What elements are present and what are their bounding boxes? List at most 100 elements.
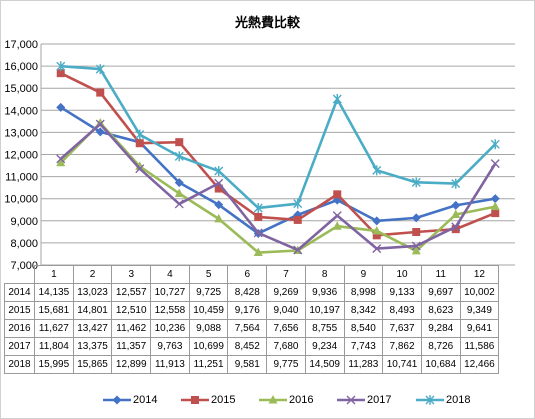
x-tick-label: 9 xyxy=(343,265,384,284)
data-point-2014 xyxy=(95,127,105,137)
data-label: 14,801 xyxy=(72,301,113,320)
x-tick-label: 3 xyxy=(111,265,152,284)
data-label: 10,197 xyxy=(304,301,345,320)
data-label: 8,755 xyxy=(304,319,345,338)
x-tick-label: 2 xyxy=(72,265,113,284)
data-point-2015 xyxy=(254,212,263,221)
y-tick-label: 12,000 xyxy=(4,150,38,162)
x-tick-label: 10 xyxy=(382,265,422,284)
data-point-2017 xyxy=(411,241,421,251)
data-label: 9,088 xyxy=(188,319,229,338)
data-label: 9,581 xyxy=(227,355,268,374)
data-point-2017 xyxy=(56,154,66,164)
y-tick-label: 16,000 xyxy=(4,61,38,73)
data-point-2017 xyxy=(253,228,263,238)
y-tick-label: 10,000 xyxy=(4,194,38,206)
data-point-2015 xyxy=(333,190,342,199)
data-point-2015 xyxy=(96,88,105,97)
data-point-2014 xyxy=(56,102,66,112)
data-label: 7,680 xyxy=(266,337,306,356)
series-line-2016 xyxy=(59,121,496,254)
data-label: 12,510 xyxy=(111,301,152,320)
data-label: 11,627 xyxy=(34,319,74,338)
legend-label: 2018 xyxy=(446,394,471,406)
data-label: 8,726 xyxy=(420,337,461,356)
y-tick-label: 7,000 xyxy=(10,260,38,272)
data-point-2016 xyxy=(174,188,184,197)
data-label: 8,452 xyxy=(227,337,268,356)
data-label: 10,741 xyxy=(382,355,422,374)
y-tick-label: 13,000 xyxy=(4,127,38,139)
data-point-2016 xyxy=(214,213,224,223)
legend-swatch xyxy=(337,395,365,405)
data-point-2015 xyxy=(135,139,144,148)
series-line-2015 xyxy=(60,71,496,237)
data-label: 9,176 xyxy=(227,301,268,320)
data-point-2014 xyxy=(214,200,224,210)
data-label: 9,641 xyxy=(459,319,500,338)
table-row-label: 2016 xyxy=(4,319,35,338)
data-point-2015 xyxy=(214,184,223,193)
data-label: 8,493 xyxy=(382,301,422,320)
data-label: 9,040 xyxy=(266,301,306,320)
y-tick-label: 14,000 xyxy=(4,105,38,117)
data-label: 7,656 xyxy=(266,319,306,338)
x-tick-label: 7 xyxy=(266,265,306,284)
series-line-2018 xyxy=(60,64,497,210)
chart-title: 光熱費比較 xyxy=(234,16,300,31)
data-point-2018 xyxy=(214,166,224,177)
data-label: 10,459 xyxy=(188,301,229,320)
x-tick-label: 6 xyxy=(227,265,268,284)
data-point-2017 xyxy=(174,199,184,209)
data-table: 1 2 3 4 5 6 7 8 9 10 11 12 2014 14,135 13,023 12,557 10,… xyxy=(4,265,500,374)
data-point-2017 xyxy=(214,178,224,188)
data-point-2018 xyxy=(293,198,303,209)
legend-swatch xyxy=(416,395,444,405)
data-point-2017 xyxy=(293,245,303,255)
data-label: 9,349 xyxy=(459,301,500,320)
data-label: 8,998 xyxy=(343,283,384,302)
legend-swatch xyxy=(259,395,287,404)
data-label: 11,283 xyxy=(343,355,384,374)
table-row: 2015 15,681 14,801 12,510 12,558 10,459 9,176 9… xyxy=(4,301,500,320)
data-label: 7,743 xyxy=(343,337,384,356)
data-point-2014 xyxy=(174,178,184,188)
data-label: 10,727 xyxy=(150,283,190,302)
data-point-2017 xyxy=(135,164,145,174)
y-tick-label: 11,000 xyxy=(5,172,38,184)
data-label: 8,342 xyxy=(343,301,384,320)
y-tick-label: 15,000 xyxy=(4,83,38,95)
data-point-2018 xyxy=(95,64,105,75)
data-point-2015 xyxy=(293,215,302,224)
data-point-2018 xyxy=(253,202,263,213)
data-point-2017 xyxy=(451,222,461,232)
data-point-2016 xyxy=(332,221,342,230)
table-header-row: 1 2 3 4 5 6 7 8 9 10 11 12 xyxy=(5,265,500,284)
data-label: 9,133 xyxy=(382,283,422,302)
data-point-2014 xyxy=(490,194,500,204)
x-tick-label: 4 xyxy=(150,265,190,284)
data-point-2018 xyxy=(332,94,342,105)
data-label: 10,236 xyxy=(150,319,190,338)
data-label: 10,684 xyxy=(420,355,461,374)
table-corner xyxy=(5,266,35,284)
data-point-2015 xyxy=(412,228,421,237)
data-label: 11,357 xyxy=(111,337,152,356)
table-row-label: 2018 xyxy=(4,355,35,374)
data-point-2017 xyxy=(372,244,382,254)
data-label: 10,002 xyxy=(459,283,500,302)
table-row-label: 2017 xyxy=(4,337,35,356)
data-label: 9,763 xyxy=(150,337,190,356)
data-point-2015 xyxy=(372,231,381,240)
data-label: 11,804 xyxy=(34,337,74,356)
legend-swatch xyxy=(181,396,209,404)
data-label: 11,462 xyxy=(111,319,152,338)
data-point-2017 xyxy=(95,119,105,129)
data-point-2017 xyxy=(490,159,500,169)
data-point-2016 xyxy=(451,209,461,219)
data-label: 8,540 xyxy=(343,319,384,338)
data-point-2016 xyxy=(95,117,105,127)
data-point-2014 xyxy=(372,216,382,226)
data-label: 7,564 xyxy=(227,319,268,338)
data-point-2018 xyxy=(451,178,461,189)
